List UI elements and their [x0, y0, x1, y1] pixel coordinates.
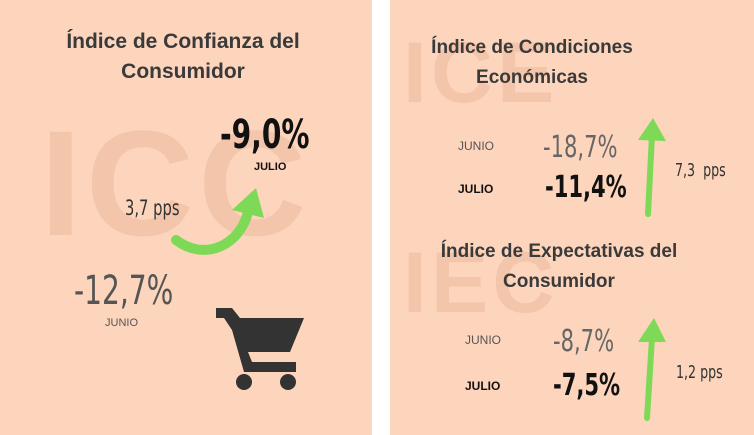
value: -8,7%	[553, 324, 615, 359]
arrow	[171, 207, 253, 255]
watermark: IEC	[403, 235, 559, 331]
arrow	[644, 335, 655, 421]
arrow-head	[638, 118, 666, 141]
arrow-head	[232, 188, 264, 218]
value: -7,5%	[553, 368, 621, 403]
label: JUNIO	[105, 317, 138, 329]
value: -11,4%	[545, 170, 627, 205]
title: Índice de Confianza del Consumidor	[66, 30, 300, 83]
title: Índice de Expectativas del Consumidor	[440, 241, 678, 292]
arrow-head	[638, 318, 666, 342]
label: JULIO	[465, 379, 501, 393]
title: Índice de Condiciones Económicas	[431, 37, 633, 88]
arrow	[645, 132, 655, 217]
value: -9,0%	[220, 112, 310, 158]
change: 7,3 pps	[675, 160, 726, 181]
watermark: ICC	[40, 99, 311, 267]
watermark: ICE	[403, 25, 559, 121]
value: -18,7%	[543, 130, 618, 165]
change: 3,7 pps	[125, 196, 180, 220]
value: -12,7%	[74, 268, 174, 314]
label: JUNIO	[465, 333, 501, 347]
change: 1,2 pps	[676, 362, 723, 383]
cart-icon	[216, 308, 304, 390]
label: JULIO	[254, 161, 287, 173]
left-panel	[0, 0, 372, 435]
right-panel	[390, 0, 754, 435]
label: JULIO	[458, 182, 494, 196]
label: JUNIO	[458, 139, 494, 153]
